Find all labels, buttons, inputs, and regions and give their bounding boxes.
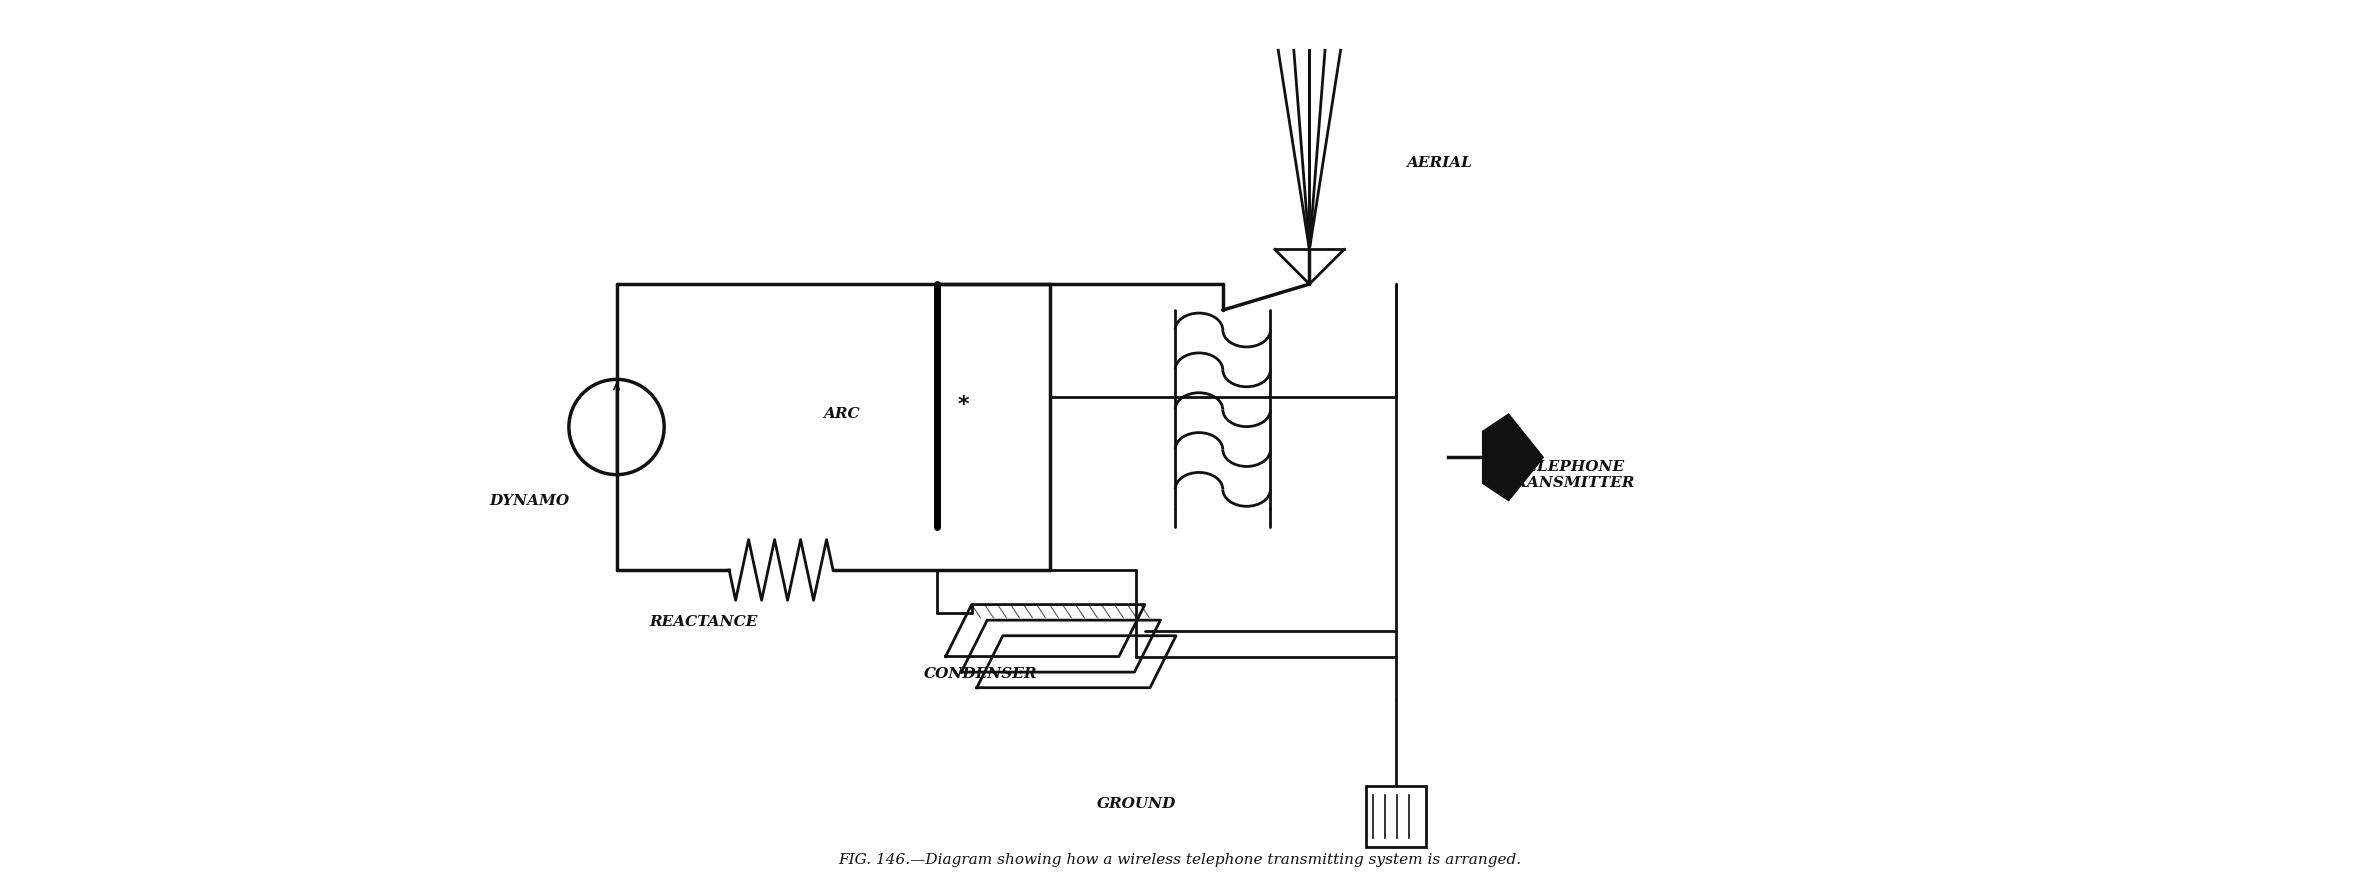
Text: FIG. 146.—Diagram showing how a wireless telephone transmitting system is arrang: FIG. 146.—Diagram showing how a wireless…: [837, 853, 1522, 867]
Polygon shape: [1484, 414, 1543, 501]
Text: DYNAMO: DYNAMO: [491, 494, 571, 508]
Text: ARC: ARC: [823, 407, 861, 421]
Text: CONDENSER: CONDENSER: [922, 667, 1038, 681]
Circle shape: [569, 379, 665, 474]
Text: *: *: [958, 395, 970, 415]
Text: TELEPHONE
TRANSMITTER: TELEPHONE TRANSMITTER: [1503, 459, 1635, 490]
Text: REACTANCE: REACTANCE: [649, 615, 757, 629]
Bar: [1366, 787, 1427, 847]
Text: GROUND: GROUND: [1097, 796, 1175, 810]
Text: AERIAL: AERIAL: [1406, 156, 1472, 170]
